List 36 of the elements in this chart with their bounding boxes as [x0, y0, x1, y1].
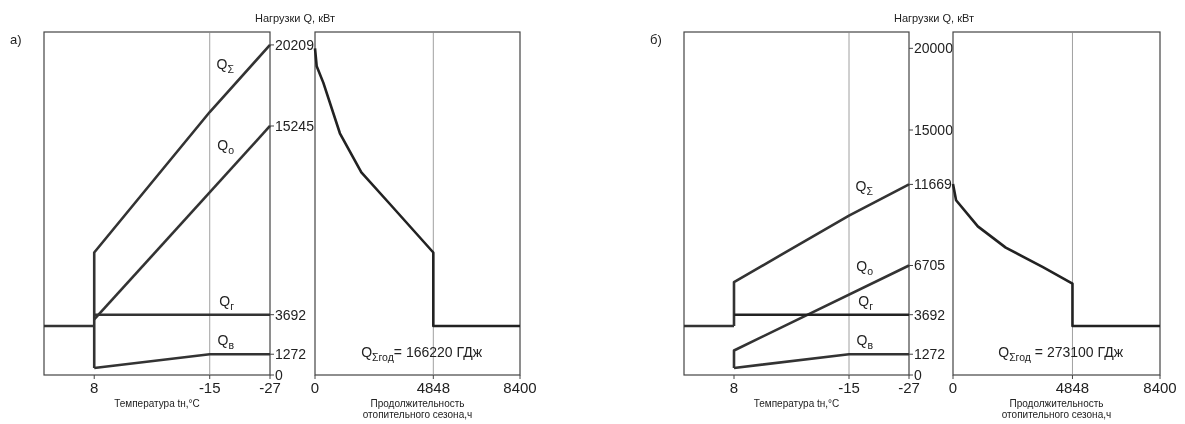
annotation: Q$_{Σгод}$ = 273100 ГДж [998, 344, 1124, 364]
series-label: Q$_{в}$ [217, 332, 235, 352]
x-tick-label: 8400 [1143, 379, 1177, 396]
x-tick-label: -15 [838, 379, 860, 396]
x-axis-title: Продолжительность отопительного сезона,ч [1001, 398, 1112, 420]
series-label: Q$_{Σ}$ [216, 56, 235, 76]
chart-title: б) [650, 32, 662, 47]
series-label: Q$_{Σ}$ [855, 178, 874, 198]
annotation: Q$_{Σгод}$= 166220 ГДж [361, 344, 483, 364]
x-tick-label: 8 [90, 379, 99, 396]
series-label: Q$_{г}$ [219, 292, 235, 313]
y-tick-label: 15245 [275, 118, 315, 134]
y-axis-title: Нагрузки Q, кВт [893, 12, 975, 24]
series-label: Q$_{в}$ [856, 332, 874, 352]
x-tick-label: 8 [729, 379, 739, 396]
x-axis-title: Продолжительность отопительного сезона,ч [362, 398, 473, 420]
y-tick-label: 1272 [914, 346, 946, 363]
y-tick-label: 3692 [275, 306, 307, 323]
x-tick-label: 4848 [416, 379, 450, 396]
series-label: Q$_{г}$ [858, 292, 874, 313]
x-tick-label: 4848 [1055, 379, 1090, 396]
series-label: Q$_{о}$ [217, 137, 235, 157]
y-axis-title: Нагрузки Q, кВт [254, 12, 336, 24]
y-tick-label: 20000 [914, 40, 954, 57]
x-tick-label: -15 [198, 379, 221, 396]
y-tick-label: 20209 [275, 36, 315, 53]
y-tick-label: 15000 [914, 122, 954, 138]
y-tick-label: 1272 [275, 346, 307, 363]
y-tick-label: 11669 [914, 176, 953, 193]
y-tick-label: 6705 [914, 257, 946, 274]
series-label: Q$_{о}$ [856, 258, 874, 278]
y-tick-label: 3692 [914, 306, 946, 323]
x-axis-title: Температура tн,°С [753, 398, 840, 409]
x-tick-label: 8400 [503, 379, 537, 396]
chart-title: а) [10, 32, 22, 47]
x-axis-title: Температура tн,°С [114, 398, 200, 409]
